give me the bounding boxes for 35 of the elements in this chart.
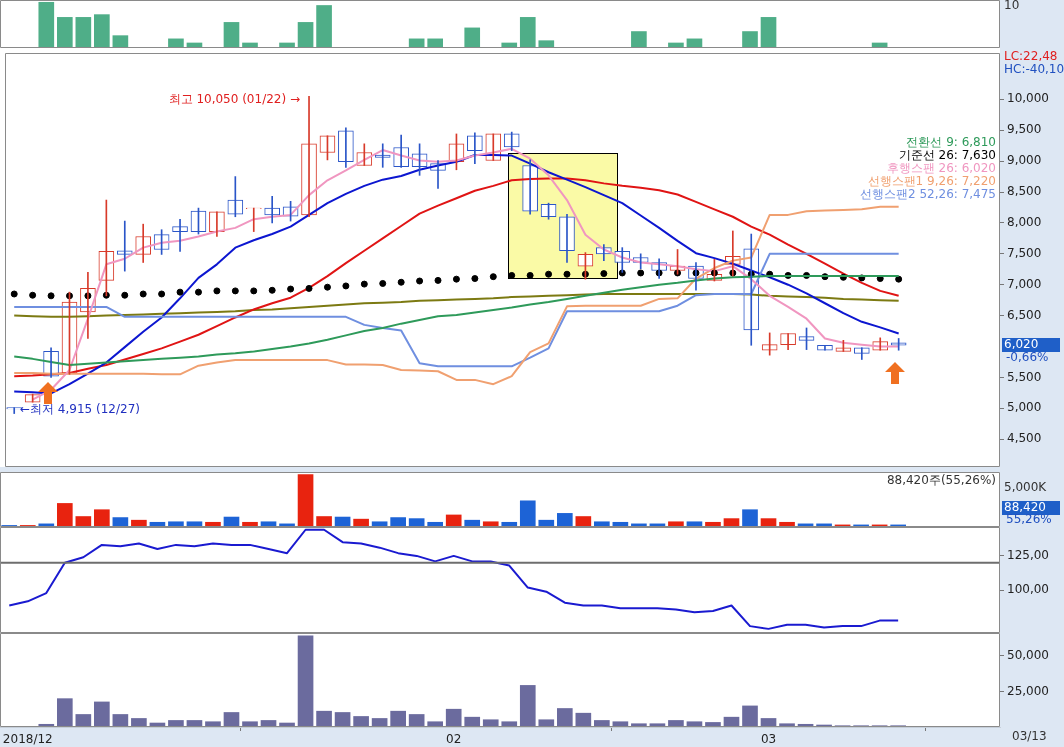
x-tick-label: 02: [446, 732, 462, 747]
y-tick-label: 6,500: [1007, 307, 1042, 322]
y-tick-label: 8,000: [1007, 215, 1042, 230]
text: 10: [1004, 0, 1020, 13]
y-tick-label: 5,500: [1007, 369, 1042, 384]
text: -0,66%: [1006, 350, 1049, 365]
annotation: 최고 10,050 (01/22) →: [168, 92, 300, 107]
y-tick-label: 4,500: [1007, 431, 1042, 446]
text: 03/13: [1012, 729, 1047, 744]
text: 55,26%: [1006, 512, 1052, 527]
x-tick-label: 2018/12: [2, 732, 53, 747]
y-tick-label: 7,500: [1007, 245, 1042, 260]
text: 기준선 26: 7,630: [898, 148, 996, 163]
text: 6,020: [1004, 337, 1039, 352]
y-tick-label: 9,500: [1007, 122, 1042, 137]
y-tick-label: 100,00: [1007, 582, 1049, 597]
text: 전환선 9: 6,810: [906, 135, 996, 150]
x-tick-label: 03: [760, 732, 777, 747]
text: 88,420: [1004, 500, 1046, 515]
text: LC:22,48: [1004, 49, 1058, 64]
series-label: 선행스팬1 9,26: 7,220: [867, 174, 996, 189]
y-tick-label: 125,00: [1007, 548, 1049, 563]
text: 후행스팬 26: 6,020: [886, 161, 996, 176]
annotation: ←최저 4,915 (12/27): [20, 402, 140, 417]
y-tick-label: 25,000: [1007, 683, 1049, 698]
y-tick-label: 8,500: [1007, 184, 1042, 199]
y-tick-label: 7,000: [1007, 276, 1042, 291]
y-tick-label: 5,000: [1007, 400, 1042, 415]
text: HC:-40,10: [1004, 62, 1064, 77]
text: 5,000K: [1004, 480, 1048, 495]
text: 선행스팬2 52,26: 7,475: [859, 187, 996, 202]
y-tick-label: 10,000: [1007, 91, 1049, 106]
y-tick-label: 50,000: [1007, 647, 1049, 662]
annotation: 88,420주(55,26%): [886, 473, 996, 488]
y-tick-label: 9,000: [1007, 153, 1042, 168]
